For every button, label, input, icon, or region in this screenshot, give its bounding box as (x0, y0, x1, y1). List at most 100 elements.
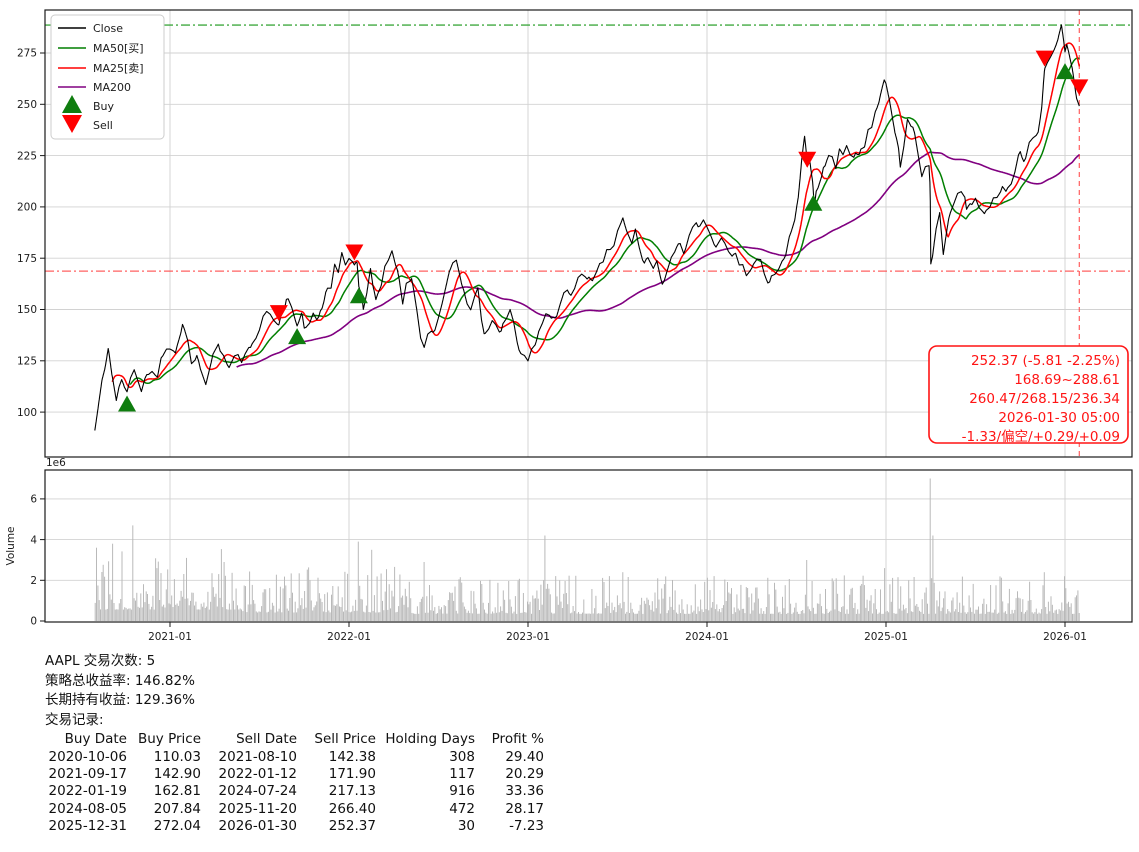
volume-bar (533, 598, 535, 621)
volume-bar (580, 613, 582, 621)
volume-bar (139, 607, 140, 621)
volume-bar (369, 612, 371, 621)
volume-bar (825, 589, 826, 621)
volume-bar (394, 566, 396, 621)
volume-bar (689, 613, 691, 621)
volume-bar (992, 612, 994, 621)
volume-bar (1002, 601, 1004, 621)
volume-bar (705, 609, 707, 621)
volume-bar (745, 587, 747, 621)
volume-bar (892, 577, 894, 621)
volume-bar (277, 611, 279, 621)
volume-bar (798, 613, 800, 621)
volume-bar (990, 585, 992, 621)
volume-bar (477, 613, 479, 621)
legend-label-ma50: MA50[买] (93, 42, 144, 55)
volume-bar (274, 612, 276, 621)
volume-bar (1057, 613, 1059, 621)
volume-bar (761, 613, 763, 621)
volume-bar (900, 586, 902, 621)
volume-bar (396, 611, 398, 621)
volume-bar (332, 586, 334, 621)
volume-bar (764, 613, 766, 621)
volume-bar (963, 605, 965, 621)
volume-bar (161, 606, 163, 621)
gridlines (45, 10, 1132, 622)
volume-bar (410, 598, 412, 621)
volume-bar (535, 598, 536, 621)
volume-bar (223, 562, 225, 621)
volume-bar (214, 596, 216, 621)
volume-bar (195, 601, 197, 621)
volume-bar (677, 613, 679, 621)
volume-bar (645, 603, 647, 621)
volume-bar (218, 574, 220, 621)
volume-bar (129, 608, 131, 621)
volume-bar (224, 575, 226, 621)
volume-bar (420, 598, 422, 621)
volume-bar (540, 584, 542, 621)
volume-bar (987, 611, 989, 621)
price-tick-label: 225 (17, 150, 37, 162)
trade-cell: 28.17 (505, 800, 544, 817)
volume-bar (317, 577, 319, 621)
volume-bar (1003, 612, 1005, 621)
volume-bar (509, 599, 511, 621)
volume-bar (690, 605, 692, 621)
volume-bar (586, 613, 587, 621)
trade-cell: Buy Date (64, 731, 127, 748)
volume-bar (137, 606, 139, 621)
volume-bar (331, 594, 332, 621)
volume-bar (333, 605, 335, 621)
trade-table-header: Buy Date Buy Price Sell Date Sell Price Hold… (45, 731, 544, 748)
volume-bar (713, 576, 715, 621)
volume-bar (1027, 600, 1029, 621)
volume-bar (706, 577, 708, 621)
volume-bar (868, 611, 869, 621)
volume-bar (818, 603, 820, 621)
volume-bar (506, 613, 508, 621)
volume-bar (559, 580, 561, 621)
volume-bar (843, 575, 845, 621)
volume-bar (486, 613, 488, 621)
volume-bar (819, 593, 821, 621)
trade-records-table: Buy Date Buy Price Sell Date Sell Price Hold… (45, 731, 544, 835)
trade-cell: 266.40 (328, 800, 376, 817)
volume-bar (595, 595, 597, 621)
volume-bar (376, 576, 378, 621)
volume-bar (865, 607, 867, 621)
trade-cell: 20.29 (505, 765, 544, 782)
volume-bar (1010, 613, 1012, 621)
volume-bar (787, 612, 789, 621)
trade-cell: Sell Date (236, 731, 297, 748)
volume-bar (620, 608, 622, 621)
volume-bar (449, 592, 451, 621)
volume-bar (553, 613, 555, 621)
trade-cell: 2024-07-24 (218, 783, 297, 800)
volume-bar (422, 596, 424, 621)
volume-bar (841, 607, 843, 621)
annotation-ma-line: 260.47/268.15/236.34 (969, 391, 1120, 407)
volume-bar (725, 601, 727, 621)
volume-bar (849, 594, 851, 621)
volume-bar (97, 585, 99, 621)
volume-bar (541, 604, 543, 621)
volume-bar (485, 612, 487, 621)
volume-bar (858, 613, 860, 621)
volume-bar (654, 592, 656, 621)
volume-bar (876, 609, 877, 621)
volume-bar (502, 590, 504, 621)
volume-bar (108, 561, 110, 621)
volume-bar (310, 600, 312, 621)
volume-bar (548, 588, 550, 621)
legend-label-ma200: MA200 (93, 81, 131, 94)
volume-bar (961, 576, 963, 621)
volume-bar (912, 611, 914, 621)
volume-bar (768, 594, 770, 621)
volume-bar (153, 609, 155, 621)
volume-bar (604, 608, 606, 621)
volume-bar (881, 613, 883, 621)
volume-bar (437, 613, 438, 621)
volume-bar (1050, 596, 1052, 621)
date-tick-label: 2021-01 (148, 631, 192, 643)
